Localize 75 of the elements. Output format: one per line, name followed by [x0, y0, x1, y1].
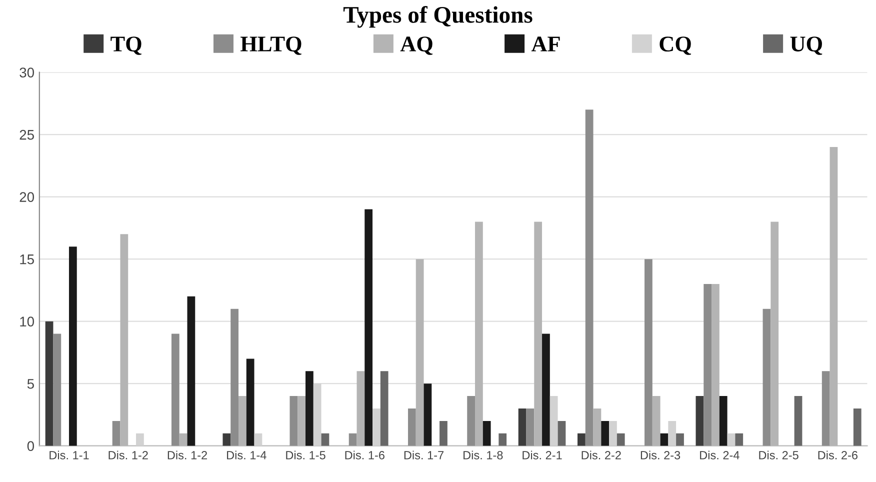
- bar: [727, 433, 736, 446]
- bar: [585, 110, 594, 446]
- bar: [364, 209, 373, 446]
- bar: [467, 396, 476, 446]
- y-tick-label: 30: [20, 68, 34, 78]
- bar: [609, 420, 617, 446]
- bar: [372, 408, 380, 446]
- x-tick-label: Dis. 2-4: [700, 450, 740, 460]
- x-tick-label: Dis. 2-3: [640, 450, 680, 460]
- bar: [660, 433, 668, 446]
- legend-label: AQ: [400, 36, 432, 55]
- x-tick-label: Dis. 1-4: [227, 450, 266, 460]
- bar: [171, 334, 180, 446]
- bar: [440, 420, 448, 446]
- bar: [762, 308, 771, 446]
- bar: [853, 408, 862, 446]
- bar: [424, 384, 432, 446]
- y-tick-label: 10: [20, 316, 34, 327]
- bar: [380, 371, 388, 446]
- bar: [550, 396, 558, 446]
- bar: [735, 433, 744, 446]
- legend-label: HLTQ: [240, 36, 302, 55]
- bar: [704, 284, 712, 446]
- y-tick-label: 25: [20, 130, 34, 140]
- bar: [306, 371, 314, 446]
- bar: [542, 334, 550, 446]
- x-tick-label: Dis. 1-8: [464, 450, 503, 460]
- x-tick-label: Dis. 1-2: [168, 450, 207, 460]
- legend-label: AF: [531, 36, 560, 52]
- bar: [526, 408, 534, 446]
- x-tick-label: Dis. 1-2: [108, 450, 148, 460]
- bar: [616, 433, 625, 446]
- legend-label: UQ: [790, 36, 822, 55]
- x-tick-label: Dis. 1-5: [286, 450, 326, 460]
- chart-title: Types of Questions: [343, 6, 532, 28]
- bar: [408, 408, 416, 446]
- bar: [558, 420, 566, 446]
- bar: [136, 433, 144, 446]
- y-tick-label: 15: [20, 254, 34, 264]
- bar: [68, 246, 77, 446]
- bar: [230, 308, 238, 446]
- bar: [482, 420, 491, 446]
- y-tick-label: 20: [20, 192, 34, 202]
- bar: [348, 433, 357, 446]
- bar: [222, 433, 231, 446]
- x-tick-label: Dis. 1-7: [404, 450, 444, 460]
- bar: [518, 408, 526, 446]
- y-tick-label: 5: [27, 379, 34, 389]
- bar: [246, 358, 254, 446]
- x-tick-label: Dis. 2-6: [818, 450, 858, 460]
- bar: [822, 371, 830, 446]
- bar: [498, 433, 507, 446]
- bar: [187, 296, 196, 446]
- x-tick-label: Dis. 2-1: [522, 450, 562, 460]
- bar: [676, 433, 684, 446]
- y-tick-label: 0: [27, 441, 34, 452]
- bar: [719, 396, 728, 446]
- bar: [668, 420, 676, 446]
- x-tick-label: Dis. 1-6: [345, 450, 384, 460]
- bar: [696, 396, 704, 446]
- bar: [644, 259, 652, 446]
- bar: [321, 433, 330, 446]
- x-tick-label: Dis. 2-5: [759, 450, 798, 460]
- bar: [290, 396, 298, 446]
- legend-label: CQ: [660, 36, 691, 55]
- bar: [254, 433, 262, 446]
- bar: [578, 433, 586, 446]
- bar: [601, 420, 610, 446]
- x-tick-label: Dis. 2-2: [582, 450, 621, 460]
- legend-label: TQ: [110, 36, 142, 55]
- bar: [53, 334, 62, 446]
- bar: [45, 321, 54, 446]
- bar: [794, 396, 802, 446]
- x-tick-label: Dis. 1-1: [50, 450, 89, 460]
- bar: [112, 420, 120, 446]
